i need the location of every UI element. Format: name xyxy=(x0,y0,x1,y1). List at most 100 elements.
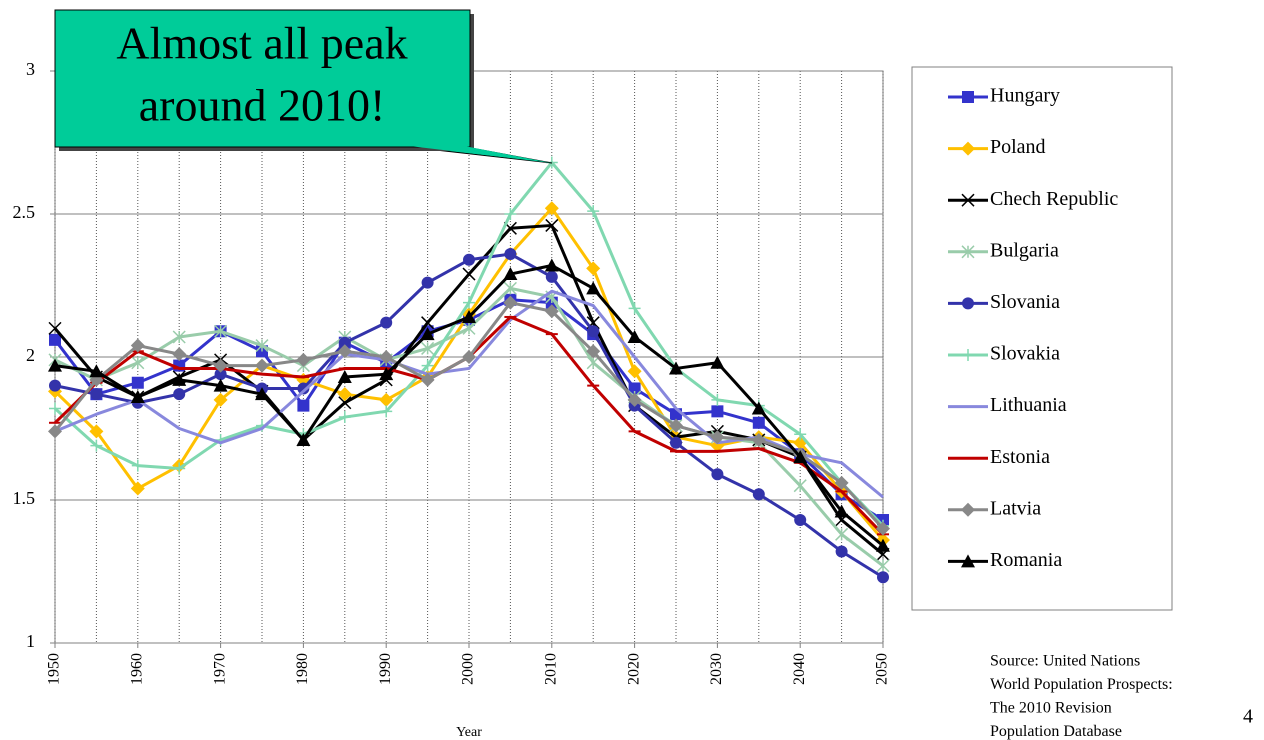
marker xyxy=(504,248,517,261)
marker xyxy=(545,218,559,232)
marker xyxy=(711,393,724,406)
marker xyxy=(962,297,974,310)
marker xyxy=(255,339,269,353)
marker xyxy=(544,304,559,319)
marker xyxy=(296,432,311,446)
marker xyxy=(544,201,559,216)
source-note: World Population Prospects: xyxy=(990,676,1173,693)
marker xyxy=(421,341,435,355)
marker xyxy=(213,358,228,373)
x-tick-label: 2050 xyxy=(874,653,891,685)
marker xyxy=(213,378,228,392)
marker xyxy=(793,479,807,493)
marker xyxy=(463,253,475,266)
marker xyxy=(876,538,890,552)
marker xyxy=(131,376,144,389)
marker xyxy=(49,333,61,346)
annotation: Almost all peak xyxy=(116,18,407,69)
marker xyxy=(337,387,352,402)
marker xyxy=(379,350,394,364)
marker xyxy=(214,324,228,338)
marker xyxy=(462,321,476,335)
marker xyxy=(48,424,62,439)
marker xyxy=(586,261,601,276)
marker xyxy=(130,338,145,353)
marker xyxy=(751,432,766,447)
marker xyxy=(503,281,517,295)
marker xyxy=(172,347,187,362)
annotation: around 2010! xyxy=(139,80,386,131)
marker xyxy=(794,428,807,441)
marker xyxy=(503,267,518,281)
marker xyxy=(670,436,682,449)
marker xyxy=(835,545,848,558)
marker xyxy=(89,364,104,378)
marker xyxy=(421,359,434,372)
legend-label: Chech Republic xyxy=(990,188,1118,210)
marker xyxy=(504,208,517,220)
marker xyxy=(421,316,435,330)
marker xyxy=(710,355,725,369)
source-note: Population Database xyxy=(990,723,1122,740)
marker xyxy=(544,258,559,272)
marker xyxy=(834,504,849,518)
marker xyxy=(172,330,186,344)
marker xyxy=(297,382,310,395)
marker xyxy=(462,267,476,281)
marker xyxy=(587,205,600,218)
marker xyxy=(48,358,62,372)
marker xyxy=(173,388,186,401)
marker xyxy=(131,356,145,370)
marker xyxy=(669,418,683,433)
x-tick-label: 2000 xyxy=(460,653,477,685)
legend-label: Bulgaria xyxy=(990,239,1059,261)
marker xyxy=(961,141,975,156)
marker xyxy=(961,193,975,207)
marker xyxy=(90,439,103,452)
marker xyxy=(628,302,641,315)
marker xyxy=(586,356,600,370)
marker xyxy=(338,411,351,424)
y-tick-label: 2 xyxy=(26,345,35,365)
marker xyxy=(710,430,725,445)
marker xyxy=(961,245,975,259)
x-tick-label: 2030 xyxy=(708,653,725,685)
marker xyxy=(462,350,476,364)
y-tick-label: 1 xyxy=(26,631,35,651)
marker xyxy=(130,481,145,496)
marker xyxy=(421,276,434,289)
marker xyxy=(48,321,62,335)
legend-label: Slovakia xyxy=(990,343,1060,365)
x-tick-label: 1970 xyxy=(211,653,228,685)
marker xyxy=(876,521,890,536)
marker xyxy=(586,281,601,295)
marker xyxy=(255,387,269,401)
marker xyxy=(89,424,104,439)
marker xyxy=(711,468,724,481)
marker xyxy=(628,382,641,395)
marker xyxy=(379,392,394,407)
marker xyxy=(420,327,435,341)
marker xyxy=(420,372,435,387)
marker xyxy=(962,349,974,361)
marker xyxy=(793,450,808,464)
marker xyxy=(172,372,187,386)
marker xyxy=(214,368,227,381)
callout-pointer-fill xyxy=(401,145,552,163)
x-tick-label: 1990 xyxy=(377,653,394,685)
marker xyxy=(586,344,601,359)
x-tick-label: 1950 xyxy=(46,653,63,685)
marker xyxy=(752,488,765,501)
marker xyxy=(463,296,475,309)
legend-label: Poland xyxy=(990,136,1046,158)
legend-label: Latvia xyxy=(990,497,1041,519)
marker xyxy=(338,396,352,410)
legend-label: Lithuania xyxy=(990,394,1067,416)
marker xyxy=(337,344,352,359)
marker xyxy=(876,559,890,573)
x-tick-label: 2010 xyxy=(542,653,559,685)
marker xyxy=(49,379,61,392)
page-number: 4 xyxy=(1243,706,1253,728)
